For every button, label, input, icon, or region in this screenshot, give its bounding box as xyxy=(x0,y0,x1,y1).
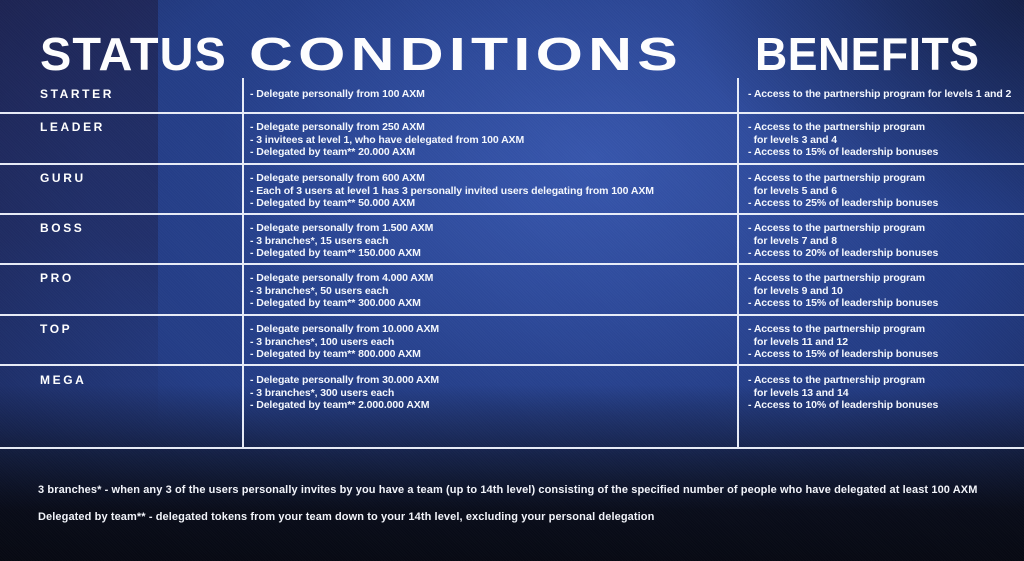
benefits-cell: - Access to the partnership program for … xyxy=(737,265,1024,314)
conditions-column-title: CONDITIONS xyxy=(249,28,683,80)
status-column-title: STATUS xyxy=(40,28,227,80)
table-row-leader: LEADER - Delegate personally from 250 AX… xyxy=(0,114,1024,165)
status-cell: LEADER xyxy=(40,120,105,134)
conditions-cell: - Delegate personally from 4.000 AXM - 3… xyxy=(242,265,737,314)
benefits-cell: - Access to the partnership program for … xyxy=(737,165,1024,213)
status-cell: GURU xyxy=(40,171,86,185)
table-row-boss: BOSS - Delegate personally from 1.500 AX… xyxy=(0,215,1024,265)
benefits-cell: - Access to the partnership program for … xyxy=(737,78,1024,112)
status-tiers-table: STARTER - Delegate personally from 100 A… xyxy=(0,78,1024,449)
table-row-starter: STARTER - Delegate personally from 100 A… xyxy=(0,78,1024,114)
status-cell: MEGA xyxy=(40,373,87,387)
benefits-column-title: BENEFITS xyxy=(755,28,980,80)
conditions-cell: - Delegate personally from 100 AXM xyxy=(242,78,737,112)
benefits-cell: - Access to the partnership program for … xyxy=(737,114,1024,163)
table-row-top: TOP - Delegate personally from 10.000 AX… xyxy=(0,316,1024,366)
conditions-cell: - Delegate personally from 250 AXM - 3 i… xyxy=(242,114,737,163)
footnote-delegated-by-team: Delegated by team** - delegated tokens f… xyxy=(38,511,655,523)
status-cell: BOSS xyxy=(40,221,85,235)
conditions-cell: - Delegate personally from 10.000 AXM - … xyxy=(242,316,737,364)
conditions-cell: - Delegate personally from 30.000 AXM - … xyxy=(242,366,737,447)
table-row-guru: GURU - Delegate personally from 600 AXM … xyxy=(0,165,1024,215)
benefits-cell: - Access to the partnership program for … xyxy=(737,366,1024,447)
benefits-cell: - Access to the partnership program for … xyxy=(737,215,1024,263)
conditions-cell: - Delegate personally from 600 AXM - Eac… xyxy=(242,165,737,213)
table-row-pro: PRO - Delegate personally from 4.000 AXM… xyxy=(0,265,1024,316)
benefits-cell: - Access to the partnership program for … xyxy=(737,316,1024,364)
status-cell: STARTER xyxy=(40,87,114,101)
table-row-mega: MEGA - Delegate personally from 30.000 A… xyxy=(0,366,1024,449)
status-cell: PRO xyxy=(40,271,74,285)
conditions-cell: - Delegate personally from 1.500 AXM - 3… xyxy=(242,215,737,263)
footnote-branches: 3 branches* - when any 3 of the users pe… xyxy=(38,484,978,496)
status-cell: TOP xyxy=(40,322,73,336)
